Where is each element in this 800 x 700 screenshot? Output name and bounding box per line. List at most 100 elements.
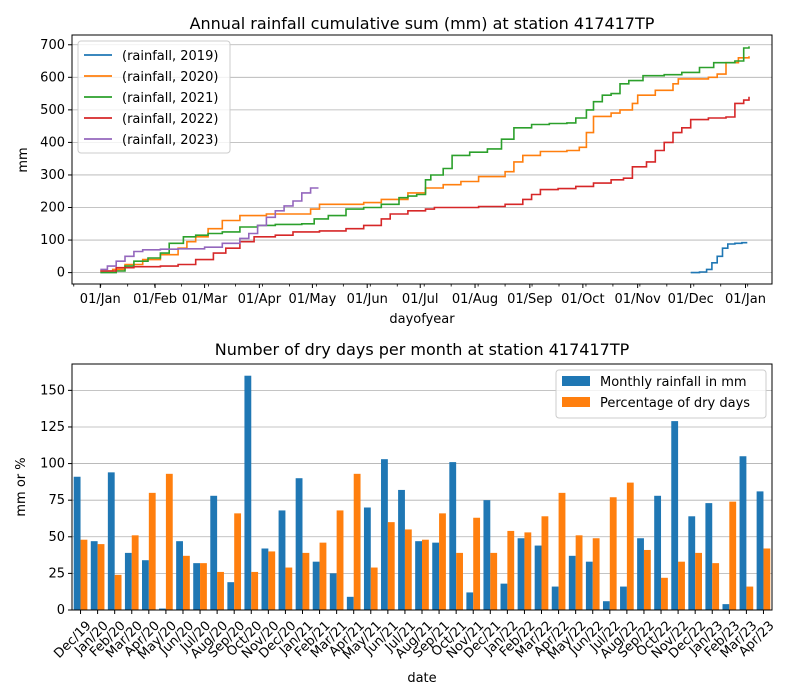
rainfall-bar <box>432 542 440 610</box>
dry-days-bar <box>182 555 190 610</box>
bottom-chart-title: Number of dry days per month at station … <box>215 340 630 359</box>
series-line-1 <box>100 56 750 272</box>
dry-days-bar <box>456 552 463 610</box>
dry-days-bar <box>695 552 702 610</box>
bottom-ytick-label: 50 <box>48 530 65 545</box>
top-xtick-label: 01/Oct <box>561 292 604 307</box>
bottom-ytick-label: 25 <box>48 566 65 581</box>
dry-days-bar <box>353 473 361 610</box>
dry-days-bar <box>387 522 395 610</box>
rainfall-bar <box>398 489 405 610</box>
dry-days-bar <box>473 517 481 610</box>
bottom-legend-box <box>555 369 767 419</box>
rainfall-bar <box>278 510 286 610</box>
dry-days-bar <box>661 577 668 610</box>
rainfall-bar <box>449 462 457 610</box>
top-xtick-label: 01/Jan <box>80 292 121 307</box>
top-xtick-label: 01/Jun <box>347 292 388 307</box>
legend-label: (rainfall, 2020) <box>122 70 218 85</box>
dry-days-bar <box>678 561 685 610</box>
dry-days-bar <box>302 552 310 610</box>
dry-days-bar <box>609 497 617 610</box>
bottom-ytick-label: 100 <box>40 457 65 472</box>
dry-days-bar <box>439 513 446 610</box>
dry-days-bar <box>165 473 173 610</box>
rainfall-bar <box>142 560 149 610</box>
bottom-chart-xlabel: date <box>407 671 436 686</box>
rainfall-bar <box>90 541 98 610</box>
series-line-3 <box>100 96 750 272</box>
rainfall-bar <box>210 495 218 610</box>
bottom-chart-ylabel: mm or % <box>14 457 29 516</box>
dry-days-bar <box>234 513 242 610</box>
rainfall-bar <box>466 592 474 610</box>
rainfall-bar <box>176 541 183 610</box>
top-xtick-label: 01/Jul <box>402 292 439 307</box>
bottom-chart-x-axis: Dec/19Jan/20Feb/20Mar/20Apr/20May/20Jun/… <box>51 610 778 663</box>
rainfall-bar <box>654 495 662 610</box>
top-chart-legend: (rainfall, 2019) (rainfall, 2020) (rainfal… <box>77 40 231 154</box>
top-chart-y-axis: 0 100 200 300 400 500 600 700 <box>40 38 72 281</box>
dry-days-bar <box>336 510 344 610</box>
top-xtick-label: 01/Feb <box>133 292 177 307</box>
top-ytick-label: 0 <box>57 266 65 281</box>
legend-swatch <box>562 397 590 407</box>
dry-days-bar <box>404 529 412 610</box>
rainfall-bar <box>261 548 269 610</box>
dry-days-bar <box>575 535 583 610</box>
rainfall-bar <box>585 561 593 610</box>
rainfall-bar <box>551 586 559 610</box>
rainfall-bar <box>124 552 132 610</box>
top-xtick-label: 01/Aug <box>452 292 498 307</box>
legend-label: (rainfall, 2023) <box>122 133 218 148</box>
rainfall-bar <box>756 491 764 610</box>
legend-label: Monthly rainfall in mm <box>600 375 747 390</box>
dry-days-bar <box>712 563 720 610</box>
top-ytick-label: 600 <box>40 70 65 85</box>
rainfall-bar <box>227 582 235 610</box>
top-xtick-label: 01/Nov <box>615 292 662 307</box>
top-chart-x-axis: 01/Jan 01/Feb 01/Mar 01/Apr 01/May 01/Jun 01/J… <box>73 284 766 307</box>
top-chart-ylabel: mm <box>16 147 31 172</box>
dry-days-bar <box>148 492 156 610</box>
top-ytick-label: 300 <box>40 168 65 183</box>
rainfall-bar <box>620 586 627 610</box>
dry-days-bar <box>729 501 737 610</box>
legend-swatch <box>562 376 590 386</box>
dry-days-bar <box>558 492 566 610</box>
rainfall-bar <box>381 459 388 610</box>
rainfall-bar <box>534 545 542 610</box>
bottom-ytick-label: 125 <box>40 420 65 435</box>
rainfall-bar <box>159 608 166 610</box>
top-chart-title: Annual rainfall cumulative sum (mm) at s… <box>190 14 655 33</box>
dry-days-bar <box>643 549 651 610</box>
rainfall-bar <box>244 375 252 610</box>
dry-days-bar <box>131 535 139 610</box>
top-chart-frame <box>71 34 773 285</box>
dry-days-bar <box>217 571 224 610</box>
rainfall-bar <box>73 476 81 610</box>
dry-days-bar <box>507 530 515 610</box>
top-ytick-label: 200 <box>40 201 65 216</box>
top-xtick-label: 01/Sep <box>507 292 552 307</box>
rainfall-bar <box>602 601 610 610</box>
dry-days-chart: Number of dry days per month at station … <box>14 340 778 686</box>
rainfall-bar <box>722 604 730 610</box>
dry-days-bar <box>285 567 293 610</box>
rainfall-bar <box>295 478 303 610</box>
dry-days-bar <box>80 539 88 610</box>
top-chart-lines <box>100 46 750 274</box>
series-line-4 <box>100 187 319 271</box>
rainfall-bar <box>637 538 644 610</box>
top-xtick-label: 01/Mar <box>182 292 228 307</box>
dry-days-bar <box>490 552 498 610</box>
dry-days-bar <box>541 516 549 610</box>
rainfall-bar <box>500 583 508 610</box>
cumulative-rainfall-chart: Annual rainfall cumulative sum (mm) at s… <box>16 14 773 327</box>
top-ytick-label: 400 <box>40 135 65 150</box>
dry-days-bar <box>251 571 259 610</box>
top-ytick-label: 500 <box>40 103 65 118</box>
bottom-ytick-label: 75 <box>48 493 65 508</box>
rainfall-bar <box>739 456 747 610</box>
